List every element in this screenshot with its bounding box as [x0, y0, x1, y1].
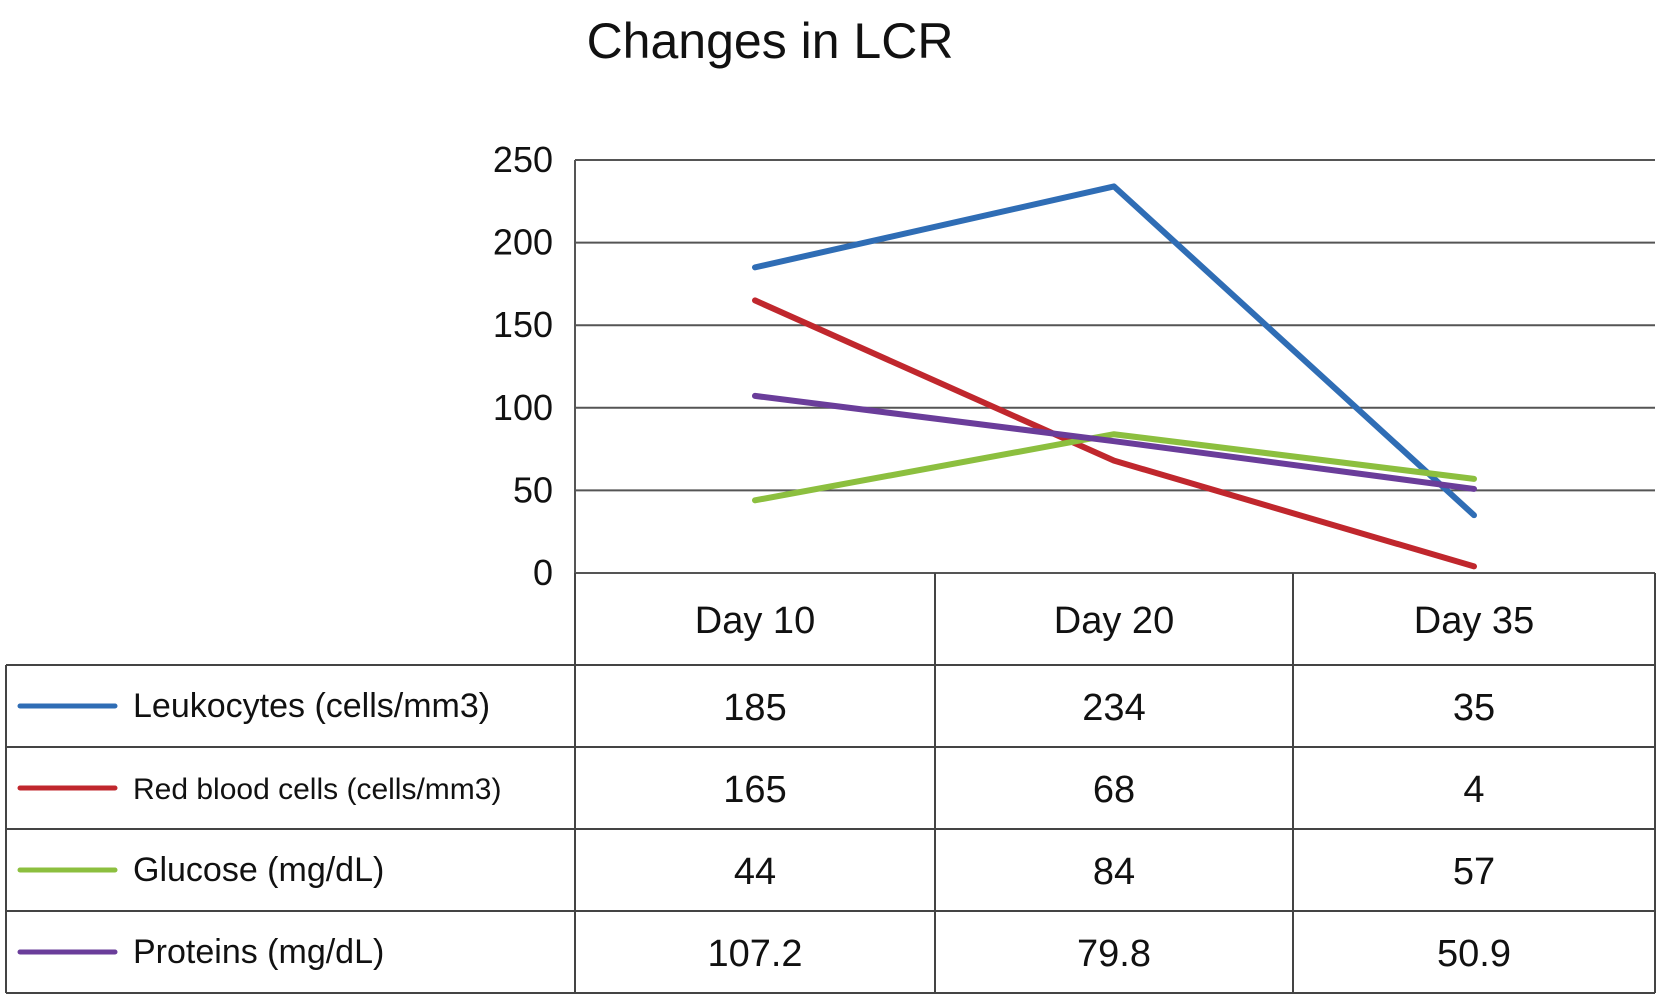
- data-table: Day 10 Day 20 Day 35 Leukocytes (cells/mm3)…: [5, 573, 1656, 994]
- x-category-label: Day 10: [695, 600, 815, 642]
- table-row: Red blood cells (cells/mm3) 165 68 4: [17, 769, 1485, 811]
- legend-label: Glucose (mg/dL): [133, 851, 384, 889]
- data-label: 44: [734, 851, 776, 893]
- data-label: 4: [1463, 769, 1484, 811]
- table-row: Glucose (mg/dL) 44 84 57: [17, 851, 1495, 893]
- y-tick-label: 100: [493, 387, 553, 428]
- legend-label: Red blood cells (cells/mm3): [133, 773, 501, 806]
- data-label: 79.8: [1077, 933, 1151, 975]
- data-label: 234: [1082, 687, 1145, 729]
- data-label: 107.2: [707, 933, 802, 975]
- table-row: Leukocytes (cells/mm3) 185 234 35: [17, 687, 1495, 729]
- data-label: 50.9: [1437, 933, 1511, 975]
- y-axis-ticks: 0 50 100 150 200 250: [493, 139, 553, 593]
- gridlines: [574, 159, 1655, 574]
- series-line: [752, 183, 1477, 519]
- x-category-label: Day 20: [1054, 600, 1174, 642]
- data-label: 68: [1093, 769, 1135, 811]
- data-label: 35: [1453, 687, 1495, 729]
- data-label: 57: [1453, 851, 1495, 893]
- series-line: [752, 431, 1477, 504]
- series-line: [752, 392, 1477, 492]
- y-tick-label: 150: [493, 304, 553, 345]
- series-line: [752, 297, 1477, 570]
- y-tick-label: 250: [493, 139, 553, 180]
- data-label: 84: [1093, 851, 1135, 893]
- data-label: 185: [723, 687, 786, 729]
- data-label: 165: [723, 769, 786, 811]
- legend-label: Leukocytes (cells/mm3): [133, 687, 490, 725]
- chart-title: Changes in LCR: [587, 13, 954, 69]
- table-row: Proteins (mg/dL) 107.2 79.8 50.9: [17, 933, 1511, 975]
- series-lines: [752, 183, 1477, 570]
- y-tick-label: 50: [513, 469, 553, 510]
- legend-label: Proteins (mg/dL): [133, 933, 384, 971]
- x-category-label: Day 35: [1414, 600, 1534, 642]
- y-tick-label: 0: [533, 552, 553, 593]
- y-tick-label: 200: [493, 222, 553, 263]
